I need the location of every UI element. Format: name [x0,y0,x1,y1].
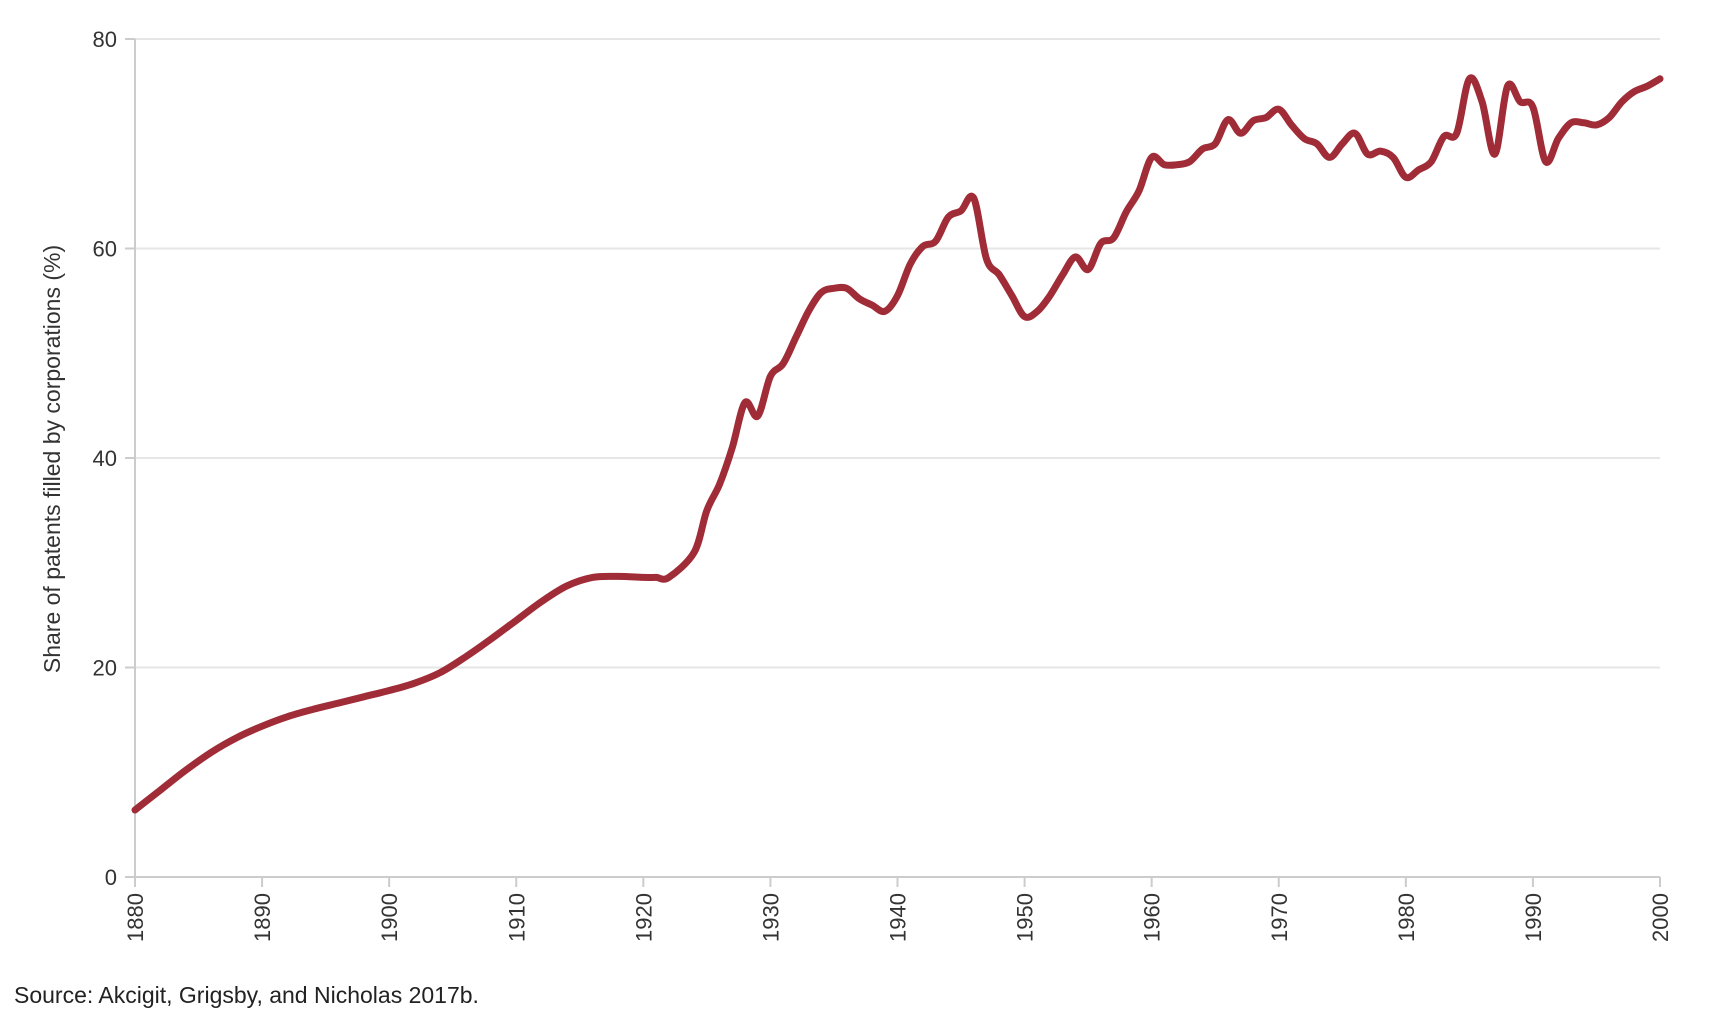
gridlines [135,38,1660,669]
y-axis-label: Share of patents filled by corporations … [39,245,65,673]
x-tick-label-1970: 1970 [1267,893,1292,942]
x-tick-labels: 1880 1890 1900 1910 1920 1930 1940 1950 1960 1970… [123,893,1673,942]
series-line [131,74,1664,814]
y-tick-label-20: 20 [93,656,117,681]
x-tick-label-1980: 1980 [1394,893,1419,942]
x-tick-label-1960: 1960 [1140,893,1165,942]
y-tick-label-80: 80 [93,27,117,52]
y-tick-label-40: 40 [93,446,117,471]
axes [125,38,1661,887]
y-tick-labels: 0 20 40 60 80 [93,27,117,890]
x-tick-label-1940: 1940 [886,893,911,942]
x-tick-label-1880: 1880 [123,893,148,942]
x-tick-label-1930: 1930 [758,893,783,942]
line-chart: 0 20 40 60 80 1880 1890 1900 1910 1920 1930 1940 19… [39,27,1673,942]
series-layer [131,74,1664,814]
x-tick-label-1910: 1910 [504,893,529,942]
x-tick-label-1900: 1900 [377,893,402,942]
y-tick-label-60: 60 [93,237,117,262]
x-tick-label-1990: 1990 [1521,893,1546,942]
source-note: Source: Akcigit, Grigsby, and Nicholas 2… [14,982,479,1008]
x-tick-label-1920: 1920 [631,893,656,942]
x-tick-label-1950: 1950 [1013,893,1038,942]
x-tick-label-1890: 1890 [250,893,275,942]
x-tick-label-2000: 2000 [1648,893,1673,942]
y-tick-label-0: 0 [105,865,117,890]
